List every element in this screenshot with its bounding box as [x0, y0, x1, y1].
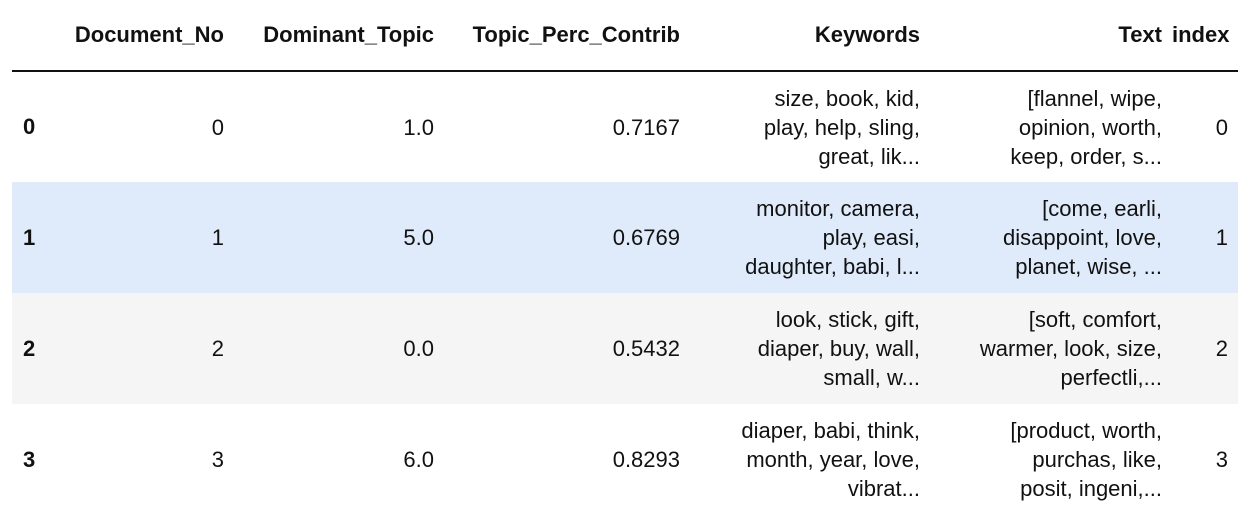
text-line: [flannel, wipe, — [1027, 85, 1162, 111]
text-line: perfectli,... — [1060, 365, 1162, 390]
text-line: planet, wise, ... — [1015, 254, 1162, 279]
text-line: disappoint, love, — [1003, 225, 1162, 250]
keywords-line: vibrat... — [847, 476, 920, 501]
row-index: 3 — [23, 446, 36, 472]
document-no-cell: 3 — [211, 447, 224, 472]
index-cell: 3 — [1215, 447, 1228, 472]
dataframe-table: Document_No Dominant_Topic Topic_Perc_Co… — [12, 0, 1238, 515]
header-row: Document_No Dominant_Topic Topic_Perc_Co… — [12, 0, 1238, 72]
keywords-line: size, book, kid, — [774, 85, 920, 111]
index-header: index — [1172, 0, 1238, 72]
text-cell: [product, worth, purchas, like, posit, i… — [930, 404, 1172, 515]
dominant-topic-cell: 5.0 — [403, 225, 434, 250]
document-no-cell: 2 — [211, 336, 224, 361]
keywords-cell: monitor, camera, play, easi, daughter, b… — [690, 182, 930, 293]
index-cell: 2 — [1215, 336, 1228, 361]
index-column-header — [12, 0, 58, 72]
keywords-line: look, stick, gift, — [775, 307, 920, 332]
dominant-topic-header: Dominant_Topic — [234, 0, 444, 72]
text-line: opinion, worth, — [1018, 114, 1162, 140]
keywords-header: Keywords — [690, 0, 930, 72]
index-cell: 0 — [1215, 114, 1228, 140]
topic-perc-contrib-cell: 0.5432 — [612, 336, 680, 361]
document-no-header: Document_No — [58, 0, 234, 72]
row-index: 2 — [23, 335, 36, 361]
table-row: 1 1 5.0 0.6769 monitor, camera, play, ea… — [12, 182, 1238, 293]
dominant-topic-cell: 6.0 — [403, 447, 434, 472]
row-index: 0 — [23, 114, 36, 139]
text-header: Text — [930, 0, 1172, 72]
document-no-cell: 1 — [211, 225, 224, 250]
text-line: posit, ingeni,... — [1020, 476, 1162, 501]
text-cell: [come, earli, disappoint, love, planet, … — [930, 182, 1172, 293]
table-row: 2 2 0.0 0.5432 look, stick, gift, diaper… — [12, 293, 1238, 404]
topic-perc-contrib-cell: 0.7167 — [612, 114, 680, 140]
text-cell: [flannel, wipe, opinion, worth, keep, or… — [930, 71, 1172, 182]
document-no-cell: 0 — [211, 114, 224, 140]
keywords-line: daughter, babi, l... — [745, 254, 920, 279]
keywords-line: diaper, babi, think, — [741, 418, 920, 443]
dominant-topic-cell: 1.0 — [403, 114, 434, 140]
keywords-cell: look, stick, gift, diaper, buy, wall, sm… — [690, 293, 930, 404]
text-line: keep, order, s... — [1010, 143, 1162, 169]
dominant-topic-cell: 0.0 — [403, 336, 434, 361]
keywords-line: great, lik... — [818, 143, 920, 169]
row-index: 1 — [23, 224, 36, 250]
text-line: [soft, comfort, — [1028, 307, 1162, 332]
topic-perc-contrib-header: Topic_Perc_Contrib — [444, 0, 690, 72]
text-cell: [soft, comfort, warmer, look, size, perf… — [930, 293, 1172, 404]
keywords-cell: diaper, babi, think, month, year, love, … — [690, 404, 930, 515]
topic-perc-contrib-cell: 0.8293 — [612, 447, 680, 472]
topic-perc-contrib-cell: 0.6769 — [612, 225, 680, 250]
table-row: 3 3 6.0 0.8293 diaper, babi, think, mont… — [12, 404, 1238, 515]
keywords-line: small, w... — [823, 365, 920, 390]
keywords-line: monitor, camera, — [756, 196, 920, 221]
text-line: warmer, look, size, — [979, 336, 1162, 361]
index-cell: 1 — [1215, 225, 1228, 250]
text-line: purchas, like, — [1032, 447, 1162, 472]
keywords-cell: size, book, kid, play, help, sling, grea… — [690, 71, 930, 182]
table-row: 0 0 1.0 0.7167 size, book, kid, play, he… — [12, 71, 1238, 182]
keywords-line: diaper, buy, wall, — [757, 336, 920, 361]
dataframe-output: Document_No Dominant_Topic Topic_Perc_Co… — [12, 0, 1238, 515]
keywords-line: month, year, love, — [746, 447, 920, 472]
text-line: [product, worth, — [1010, 418, 1162, 443]
keywords-line: play, easi, — [822, 225, 920, 250]
text-line: [come, earli, — [1042, 196, 1162, 221]
keywords-line: play, help, sling, — [763, 114, 920, 140]
